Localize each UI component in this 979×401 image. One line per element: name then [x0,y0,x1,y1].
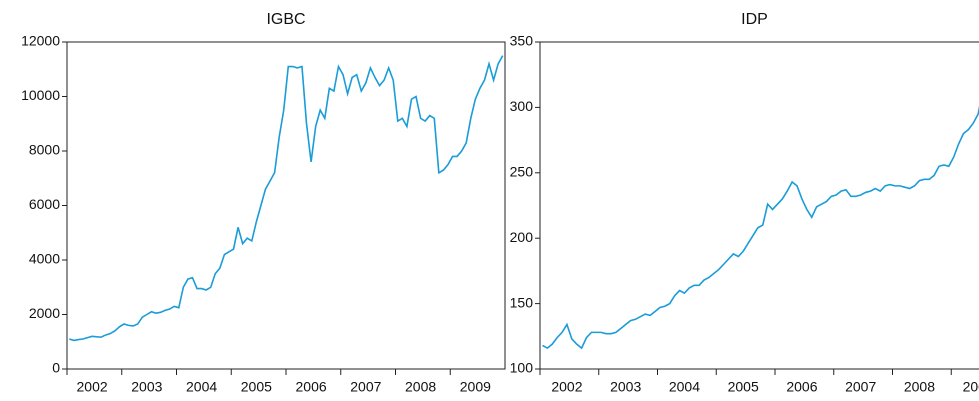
x-tick-label: 2008 [405,379,436,395]
chart-title: IDP [741,11,768,28]
y-tick-label: 10000 [21,87,60,103]
x-tick-label: 2006 [786,379,817,395]
y-tick-label: 12000 [21,33,60,49]
y-tick-label: 150 [510,294,534,310]
x-tick-label: 2007 [350,379,381,395]
x-tick-label: 2007 [845,379,876,395]
data-line [69,55,504,342]
x-tick-label: 2008 [904,379,935,395]
y-tick-label: 100 [510,360,534,376]
y-tick-label: 6000 [29,196,60,212]
x-tick-label: 2009 [963,379,979,395]
x-tick-label: 2004 [186,379,217,395]
plot-frame [539,41,979,370]
x-tick-label: 2003 [610,379,641,395]
x-tick-label: 2006 [296,379,327,395]
y-tick-label: 2000 [29,305,60,321]
y-tick-label: 250 [510,164,534,180]
data-line [542,105,979,350]
y-tick-label: 200 [510,229,534,245]
chart-title: IGBC [266,11,305,28]
y-tick-label: 300 [510,98,534,114]
x-tick-label: 2005 [241,379,272,395]
y-tick-label: 350 [510,33,534,49]
y-tick-label: 4000 [29,251,60,267]
x-tick-label: 2002 [551,379,582,395]
x-tick-label: 2009 [460,379,491,395]
x-tick-label: 2005 [728,379,759,395]
x-tick-label: 2003 [131,379,162,395]
x-tick-label: 2002 [77,379,108,395]
y-tick-label: 0 [52,360,60,376]
x-tick-label: 2004 [669,379,700,395]
y-tick-label: 8000 [29,142,60,158]
